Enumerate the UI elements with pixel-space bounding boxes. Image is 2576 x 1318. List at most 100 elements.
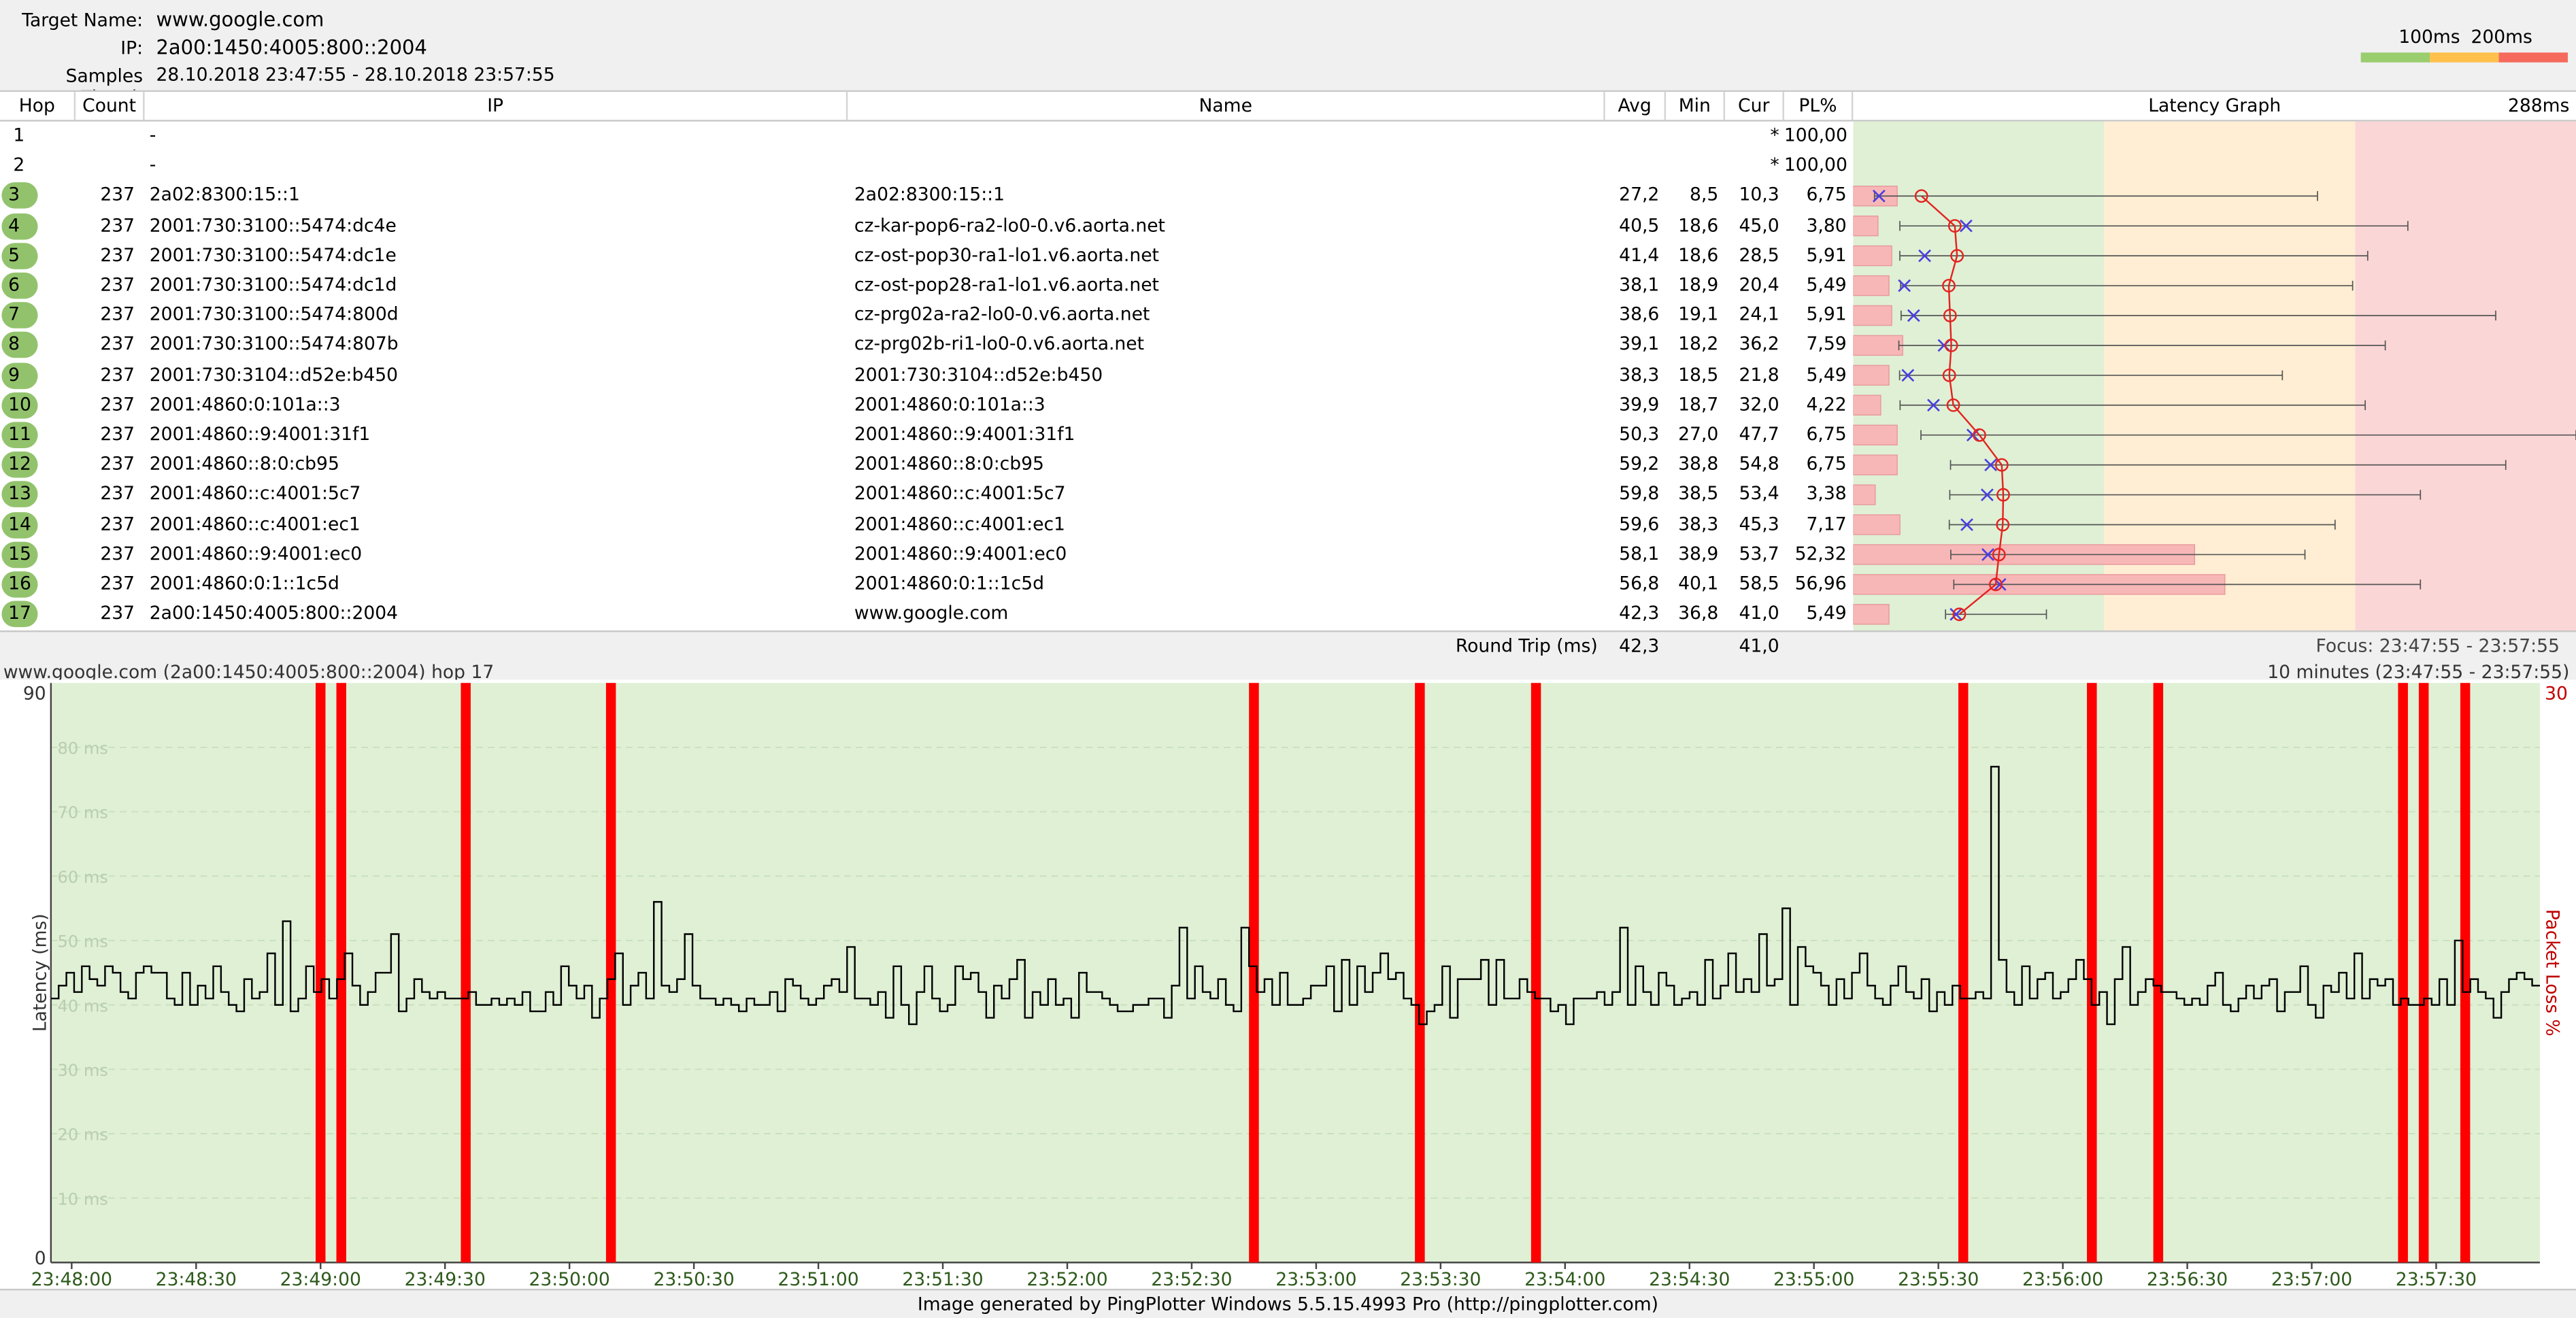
packet-loss-mark <box>2398 683 2408 1263</box>
packet-loss-bar <box>1853 394 1881 416</box>
graph-zone-bad <box>2355 121 2576 630</box>
avg-cell: 56,8 <box>1619 573 1660 594</box>
col-name[interactable]: Name <box>848 92 1605 120</box>
hop-number: 5 <box>1 242 38 269</box>
cur-cell: 32,0 <box>1739 393 1779 416</box>
current-latency-marker <box>1901 369 1915 382</box>
x-tick-label: 23:53:30 <box>1400 1269 1481 1289</box>
pl-cell: 56,96 <box>1794 573 1847 594</box>
avg-latency-point <box>1944 339 1958 352</box>
table-row[interactable]: 4 237 2001:730:3100::5474:dc4e cz-kar-pop6-… <box>0 211 1853 240</box>
table-row[interactable]: 1 - * 100,00 <box>0 122 1853 151</box>
current-latency-marker <box>1981 548 1994 561</box>
name-cell: 2001:4860:0:101a::3 <box>854 393 1046 416</box>
name-cell: cz-prg02b-ri1-lo0-0.v6.aorta.net <box>854 333 1145 356</box>
packet-loss-bar <box>1853 454 1898 475</box>
table-row[interactable]: 7 237 2001:730:3100::5474:800d cz-prg02a-ra… <box>0 301 1853 330</box>
focus-range[interactable]: Focus: 23:47:55 - 23:57:55 <box>2315 635 2560 657</box>
ip-cell: 2001:730:3104::d52e:b450 <box>149 363 399 386</box>
packet-loss-bar <box>1853 365 1890 386</box>
avg-latency-point <box>1973 428 1986 442</box>
avg-cell: 58,1 <box>1619 543 1660 564</box>
col-pl[interactable]: PL% <box>1784 92 1854 120</box>
cur-cell: 20,4 <box>1739 274 1779 296</box>
name-cell: cz-kar-pop6-ra2-lo0-0.v6.aorta.net <box>854 214 1165 236</box>
table-row[interactable]: 9 237 2001:730:3104::d52e:b450 2001:730:310… <box>0 360 1853 390</box>
name-cell: 2001:4860::8:0:cb95 <box>854 453 1044 475</box>
y-axis-label: Latency (ms) <box>30 913 51 1032</box>
table-row[interactable]: 10 237 2001:4860:0:101a::3 2001:4860:0:101a… <box>0 390 1853 420</box>
avg-cell: 59,6 <box>1619 513 1660 535</box>
cur-cell: 21,8 <box>1739 363 1779 386</box>
col-latency-graph[interactable]: Latency Graph 288ms <box>1853 92 2576 120</box>
latency-history-chart[interactable]: 80 ms 70 ms 60 ms 50 ms 40 ms 30 ms 20 ms 10 ms… <box>0 679 2576 1289</box>
table-row[interactable]: 13 237 2001:4860::c:4001:5c7 2001:4860::c:4… <box>0 480 1853 509</box>
gridline-label: 70 ms <box>58 803 108 822</box>
ip-cell: - <box>149 154 156 176</box>
table-row[interactable]: 12 237 2001:4860::8:0:cb95 2001:4860::8:0:c… <box>0 450 1853 479</box>
avg-latency-point <box>1950 249 1964 263</box>
col-hop[interactable]: Hop <box>0 92 76 120</box>
y2-axis-label: Packet Loss % <box>2542 909 2563 1036</box>
col-avg[interactable]: Avg <box>1605 92 1667 120</box>
roundtrip-label: Round Trip (ms) <box>1455 635 1598 657</box>
packet-loss-mark <box>316 683 326 1263</box>
table-row[interactable]: 16 237 2001:4860:0:1::1c5d 2001:4860:0:1::1… <box>0 570 1853 599</box>
cur-cell: * <box>1770 124 1779 146</box>
packet-loss-bar <box>1853 275 1890 297</box>
min-cell: 18,9 <box>1678 274 1719 296</box>
avg-latency-point <box>1994 458 2009 472</box>
roundtrip-cur: 41,0 <box>1739 635 1779 657</box>
packet-loss-mark <box>1530 683 1541 1263</box>
packet-loss-mark <box>2418 683 2429 1263</box>
cur-cell: 47,7 <box>1739 423 1779 445</box>
table-row[interactable]: 11 237 2001:4860::9:4001:31f1 2001:4860::9:… <box>0 420 1853 450</box>
avg-latency-line <box>1920 195 2005 615</box>
table-row[interactable]: 6 237 2001:730:3100::5474:dc1d cz-ost-pop28… <box>0 271 1853 300</box>
x-tick-label: 23:54:00 <box>1524 1269 1605 1289</box>
col-cur[interactable]: Cur <box>1725 92 1784 120</box>
table-row[interactable]: 8 237 2001:730:3100::5474:807b cz-prg02b-ri… <box>0 331 1853 360</box>
target-name-label: Target Name: <box>22 10 144 31</box>
packet-loss-mark <box>461 683 471 1263</box>
col-ip[interactable]: IP <box>145 92 848 120</box>
ip-cell: 2001:730:3100::5474:dc4e <box>149 214 397 236</box>
x-tick-label: 23:55:30 <box>1898 1269 1979 1289</box>
hop-number: 7 <box>1 302 38 329</box>
avg-cell: 38,1 <box>1619 274 1660 296</box>
current-latency-marker <box>1959 219 1973 233</box>
table-row[interactable]: 3 237 2a02:8300:15::1 2a02:8300:15::1 27,2 8,… <box>0 181 1853 210</box>
count-cell: 237 <box>100 483 135 505</box>
table-row[interactable]: 15 237 2001:4860::9:4001:ec0 2001:4860::9:4… <box>0 540 1853 569</box>
ip-cell: 2001:4860::c:4001:ec1 <box>149 513 361 535</box>
packet-loss-mark <box>1249 683 1259 1263</box>
pl-cell: 5,49 <box>1806 274 1847 296</box>
pl-cell: 5,91 <box>1806 244 1847 266</box>
current-latency-marker <box>1918 249 1931 263</box>
avg-cell: 59,8 <box>1619 483 1660 505</box>
hop-number: 15 <box>1 541 38 568</box>
latency-graph <box>1853 121 2576 630</box>
packet-loss-mark <box>605 683 616 1263</box>
table-row[interactable]: 2 - * 100,00 <box>0 152 1853 181</box>
ip-cell: - <box>149 124 156 146</box>
col-count[interactable]: Count <box>76 92 145 120</box>
name-cell: cz-prg02a-ra2-lo0-0.v6.aorta.net <box>854 304 1150 326</box>
avg-cell: 59,2 <box>1619 453 1660 475</box>
avg-cell: 38,3 <box>1619 363 1660 386</box>
scale-good-bar <box>2360 52 2430 63</box>
col-min[interactable]: Min <box>1666 92 1725 120</box>
ip-cell: 2001:730:3100::5474:dc1e <box>149 244 397 266</box>
avg-cell: 39,9 <box>1619 393 1660 416</box>
table-row[interactable]: 5 237 2001:730:3100::5474:dc1e cz-ost-pop30… <box>0 241 1853 270</box>
pl-cell: 6,75 <box>1806 184 1847 206</box>
target-name-value: www.google.com <box>156 8 324 31</box>
count-cell: 237 <box>100 363 135 386</box>
hop-number: 3 <box>1 182 38 209</box>
hop-number: 17 <box>1 601 38 628</box>
table-row[interactable]: 14 237 2001:4860::c:4001:ec1 2001:4860::c:4… <box>0 510 1853 539</box>
count-cell: 237 <box>100 393 135 416</box>
table-row[interactable]: 17 237 2a00:1450:4005:800::2004 www.google.… <box>0 600 1853 629</box>
min-cell: 36,8 <box>1678 603 1719 624</box>
current-latency-marker <box>1960 518 1973 531</box>
